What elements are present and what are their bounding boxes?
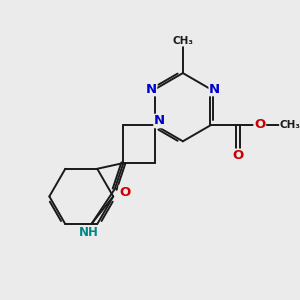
- Text: NH: NH: [79, 226, 98, 239]
- Text: N: N: [146, 82, 157, 95]
- Text: CH₃: CH₃: [280, 120, 300, 130]
- Text: CH₃: CH₃: [172, 36, 194, 46]
- Text: N: N: [209, 82, 220, 95]
- Text: O: O: [254, 118, 266, 131]
- Text: O: O: [232, 149, 244, 162]
- Text: O: O: [119, 186, 130, 199]
- Text: N: N: [154, 115, 165, 128]
